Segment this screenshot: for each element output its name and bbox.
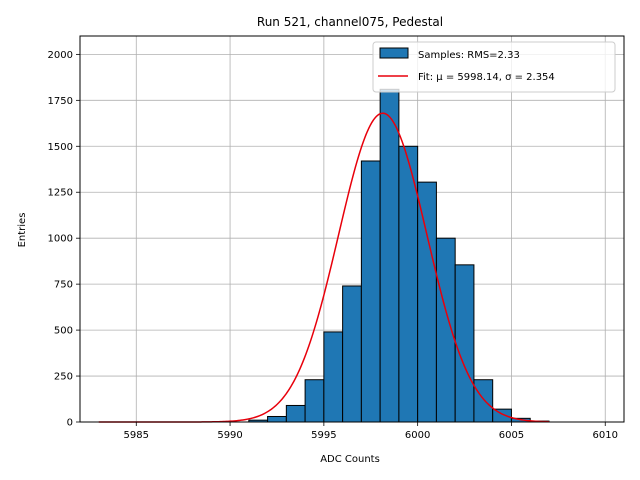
x-axis-ticks: 5985 5990 5995 6000 6005 6010 xyxy=(124,422,618,441)
histogram-bar xyxy=(304,379,325,423)
plot-frame xyxy=(79,35,625,423)
y-tick-label: 1750 xyxy=(48,96,73,107)
legend-fit-label: Fit: μ = 5998.14, σ = 2.354 xyxy=(418,72,555,83)
histogram-bar xyxy=(417,181,437,423)
y-tick-label: 1250 xyxy=(48,188,73,199)
y-tick-label: 2000 xyxy=(48,50,73,61)
histogram-bar xyxy=(435,237,456,423)
chart-title: Run 521, channel075, Pedestal xyxy=(257,15,443,29)
histogram-bar xyxy=(454,264,475,423)
legend-histogram-label: Samples: RMS=2.33 xyxy=(418,50,520,61)
histogram-bar xyxy=(323,331,344,423)
x-tick-label: 6005 xyxy=(499,430,524,441)
x-tick-label: 5990 xyxy=(217,430,242,441)
legend-histogram-swatch xyxy=(379,47,409,59)
histogram-bar xyxy=(492,408,512,423)
legend: Samples: RMS=2.33 Fit: μ = 5998.14, σ = … xyxy=(372,41,616,93)
y-tick-label: 250 xyxy=(54,372,73,383)
x-tick-label: 6010 xyxy=(593,430,618,441)
y-tick-label: 500 xyxy=(54,326,73,337)
y-tick-label: 750 xyxy=(54,280,73,291)
y-axis-label: Entries xyxy=(17,213,28,248)
histogram-bar xyxy=(473,379,494,423)
y-tick-label: 0 xyxy=(67,418,73,429)
histogram-bar xyxy=(360,160,381,423)
x-axis-label: ADC Counts xyxy=(320,454,380,465)
y-axis-ticks: 0 250 500 750 1000 1250 1500 1750 2000 xyxy=(48,50,80,429)
x-tick-label: 5985 xyxy=(124,430,149,441)
x-tick-label: 6000 xyxy=(405,430,430,441)
y-tick-label: 1000 xyxy=(48,234,73,245)
histogram-bar xyxy=(379,88,400,423)
legend-box xyxy=(372,41,616,93)
grid xyxy=(80,36,624,423)
y-tick-label: 1500 xyxy=(48,142,73,153)
histogram-bar xyxy=(342,285,362,423)
x-tick-label: 5995 xyxy=(311,430,336,441)
histogram-bar xyxy=(285,404,306,423)
histogram-bar xyxy=(267,415,287,423)
